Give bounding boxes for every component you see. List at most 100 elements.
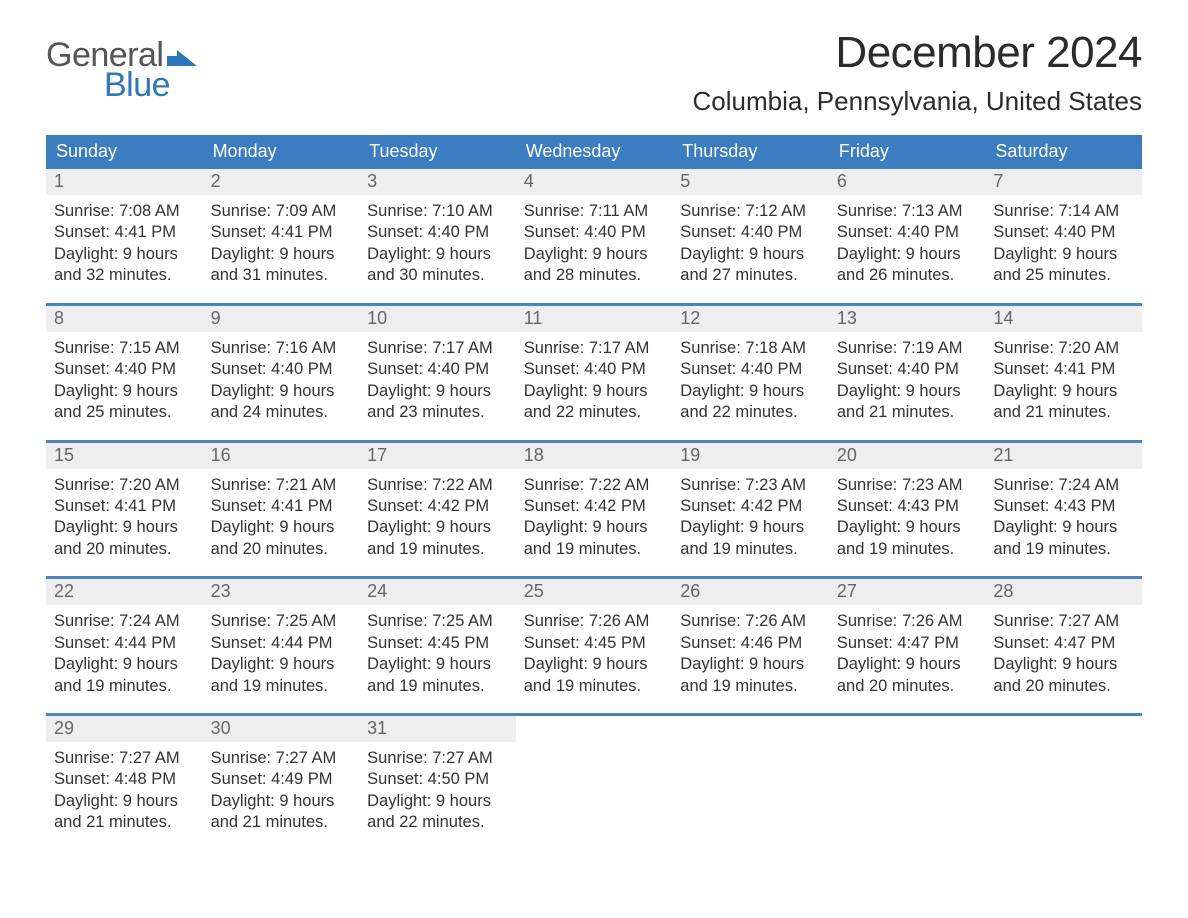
day-info: Sunrise: 7:13 AMSunset: 4:40 PMDaylight:… [829,195,986,287]
day-info: Sunrise: 7:26 AMSunset: 4:46 PMDaylight:… [672,605,829,697]
sunrise-text: Sunrise: 7:25 AM [367,611,508,632]
calendar-cell: 16Sunrise: 7:21 AMSunset: 4:41 PMDayligh… [203,443,360,561]
day-info: Sunrise: 7:18 AMSunset: 4:40 PMDaylight:… [672,332,829,424]
daylight-line-1: Daylight: 9 hours [211,244,352,265]
sunrise-text: Sunrise: 7:10 AM [367,201,508,222]
date-number: 30 [203,716,360,742]
sunset-text: Sunset: 4:42 PM [367,496,508,517]
day-info: Sunrise: 7:17 AMSunset: 4:40 PMDaylight:… [516,332,673,424]
daylight-line-1: Daylight: 9 hours [54,244,195,265]
page: General Blue December 2024 Columbia, Pen… [0,0,1188,918]
calendar-cell [985,716,1142,834]
day-info: Sunrise: 7:26 AMSunset: 4:47 PMDaylight:… [829,605,986,697]
sunrise-text: Sunrise: 7:26 AM [837,611,978,632]
day-info: Sunrise: 7:16 AMSunset: 4:40 PMDaylight:… [203,332,360,424]
calendar-week: 29Sunrise: 7:27 AMSunset: 4:48 PMDayligh… [46,713,1142,834]
sunrise-text: Sunrise: 7:27 AM [211,748,352,769]
sunrise-text: Sunrise: 7:24 AM [54,611,195,632]
daylight-line-2: and 20 minutes. [993,676,1134,697]
daylight-line-2: and 22 minutes. [524,402,665,423]
calendar-cell: 11Sunrise: 7:17 AMSunset: 4:40 PMDayligh… [516,306,673,424]
calendar-cell: 26Sunrise: 7:26 AMSunset: 4:46 PMDayligh… [672,579,829,697]
sunset-text: Sunset: 4:40 PM [993,222,1134,243]
daylight-line-1: Daylight: 9 hours [211,517,352,538]
calendar-cell [672,716,829,834]
calendar-cell: 1Sunrise: 7:08 AMSunset: 4:41 PMDaylight… [46,169,203,287]
daylight-line-2: and 19 minutes. [211,676,352,697]
date-number: 26 [672,579,829,605]
sunset-text: Sunset: 4:42 PM [524,496,665,517]
calendar-week: 15Sunrise: 7:20 AMSunset: 4:41 PMDayligh… [46,440,1142,561]
sunrise-text: Sunrise: 7:25 AM [211,611,352,632]
date-number: 25 [516,579,673,605]
calendar-cell: 12Sunrise: 7:18 AMSunset: 4:40 PMDayligh… [672,306,829,424]
date-number: 20 [829,443,986,469]
sunset-text: Sunset: 4:49 PM [211,769,352,790]
day-of-week-label: Wednesday [516,135,673,169]
sunset-text: Sunset: 4:41 PM [993,359,1134,380]
daylight-line-1: Daylight: 9 hours [993,381,1134,402]
calendar-cell: 23Sunrise: 7:25 AMSunset: 4:44 PMDayligh… [203,579,360,697]
date-number: 4 [516,169,673,195]
daylight-line-1: Daylight: 9 hours [837,654,978,675]
sunset-text: Sunset: 4:40 PM [680,359,821,380]
daylight-line-1: Daylight: 9 hours [680,517,821,538]
date-number: 28 [985,579,1142,605]
day-info: Sunrise: 7:27 AMSunset: 4:47 PMDaylight:… [985,605,1142,697]
day-info: Sunrise: 7:27 AMSunset: 4:48 PMDaylight:… [46,742,203,834]
calendar-cell: 15Sunrise: 7:20 AMSunset: 4:41 PMDayligh… [46,443,203,561]
calendar-cell: 3Sunrise: 7:10 AMSunset: 4:40 PMDaylight… [359,169,516,287]
daylight-line-2: and 25 minutes. [54,402,195,423]
daylight-line-1: Daylight: 9 hours [54,654,195,675]
calendar-cell: 31Sunrise: 7:27 AMSunset: 4:50 PMDayligh… [359,716,516,834]
daylight-line-2: and 19 minutes. [993,539,1134,560]
sunset-text: Sunset: 4:40 PM [837,359,978,380]
date-number: 5 [672,169,829,195]
sunset-text: Sunset: 4:44 PM [54,633,195,654]
daylight-line-1: Daylight: 9 hours [524,654,665,675]
sunrise-text: Sunrise: 7:15 AM [54,338,195,359]
sunrise-text: Sunrise: 7:22 AM [367,475,508,496]
date-number: 8 [46,306,203,332]
daylight-line-1: Daylight: 9 hours [993,244,1134,265]
calendar: SundayMondayTuesdayWednesdayThursdayFrid… [46,135,1142,834]
calendar-cell: 19Sunrise: 7:23 AMSunset: 4:42 PMDayligh… [672,443,829,561]
date-number: 9 [203,306,360,332]
daylight-line-2: and 19 minutes. [680,676,821,697]
daylight-line-1: Daylight: 9 hours [993,517,1134,538]
sunset-text: Sunset: 4:45 PM [367,633,508,654]
sunset-text: Sunset: 4:40 PM [680,222,821,243]
title-block: December 2024 Columbia, Pennsylvania, Un… [693,28,1142,117]
daylight-line-2: and 19 minutes. [367,676,508,697]
date-number: 15 [46,443,203,469]
date-number: 29 [46,716,203,742]
date-number: 17 [359,443,516,469]
date-number: 16 [203,443,360,469]
date-number: 19 [672,443,829,469]
calendar-cell: 30Sunrise: 7:27 AMSunset: 4:49 PMDayligh… [203,716,360,834]
sunrise-text: Sunrise: 7:17 AM [524,338,665,359]
sunrise-text: Sunrise: 7:13 AM [837,201,978,222]
date-number: 11 [516,306,673,332]
sunset-text: Sunset: 4:47 PM [993,633,1134,654]
calendar-cell: 20Sunrise: 7:23 AMSunset: 4:43 PMDayligh… [829,443,986,561]
daylight-line-1: Daylight: 9 hours [54,381,195,402]
sunrise-text: Sunrise: 7:08 AM [54,201,195,222]
daylight-line-1: Daylight: 9 hours [367,654,508,675]
sunset-text: Sunset: 4:40 PM [837,222,978,243]
date-number: 2 [203,169,360,195]
sunrise-text: Sunrise: 7:21 AM [211,475,352,496]
day-of-week-label: Sunday [46,135,203,169]
sunrise-text: Sunrise: 7:27 AM [54,748,195,769]
sunrise-text: Sunrise: 7:20 AM [993,338,1134,359]
daylight-line-2: and 21 minutes. [54,812,195,833]
calendar-cell: 10Sunrise: 7:17 AMSunset: 4:40 PMDayligh… [359,306,516,424]
sunset-text: Sunset: 4:40 PM [367,359,508,380]
day-info: Sunrise: 7:10 AMSunset: 4:40 PMDaylight:… [359,195,516,287]
location-text: Columbia, Pennsylvania, United States [693,86,1142,117]
day-info: Sunrise: 7:17 AMSunset: 4:40 PMDaylight:… [359,332,516,424]
day-info: Sunrise: 7:09 AMSunset: 4:41 PMDaylight:… [203,195,360,287]
daylight-line-1: Daylight: 9 hours [680,654,821,675]
daylight-line-2: and 22 minutes. [680,402,821,423]
daylight-line-1: Daylight: 9 hours [680,381,821,402]
